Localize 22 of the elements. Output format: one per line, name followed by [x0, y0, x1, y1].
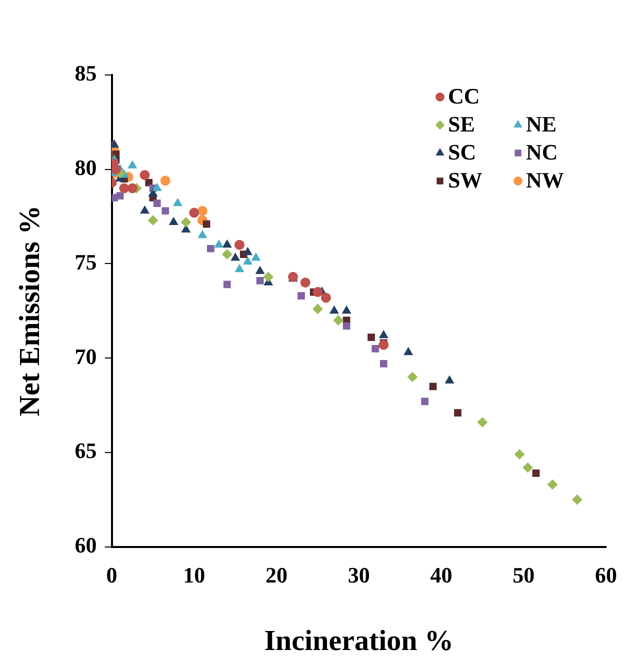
y-axis-title: Net Emissions %	[14, 205, 46, 416]
y-tick-label: 80	[74, 155, 97, 180]
x-tick-label: 50	[512, 562, 535, 588]
y-tick-label: 60	[74, 532, 97, 558]
x-tick-label: 20	[266, 562, 288, 588]
legend-label: NE	[526, 112, 557, 137]
y-tick-label: 85	[74, 60, 97, 86]
legend-label: SW	[448, 168, 482, 193]
x-tick-label: 60	[595, 562, 617, 588]
legend-label: NW	[526, 168, 564, 193]
legend-label: SC	[448, 140, 476, 165]
x-tick-label: 30	[348, 562, 370, 588]
x-tick-label: 40	[430, 562, 452, 588]
legend-label: NC	[526, 140, 558, 165]
x-tick-label: 10	[183, 562, 206, 588]
legend-label: CC	[448, 84, 480, 109]
y-tick-label: 75	[74, 249, 97, 274]
x-tick-label: 0	[106, 562, 118, 588]
legend-label: SE	[448, 112, 475, 137]
x-axis-title: Incineration %	[264, 625, 454, 658]
y-tick-label: 70	[74, 344, 97, 369]
y-tick-label: 65	[74, 438, 97, 464]
